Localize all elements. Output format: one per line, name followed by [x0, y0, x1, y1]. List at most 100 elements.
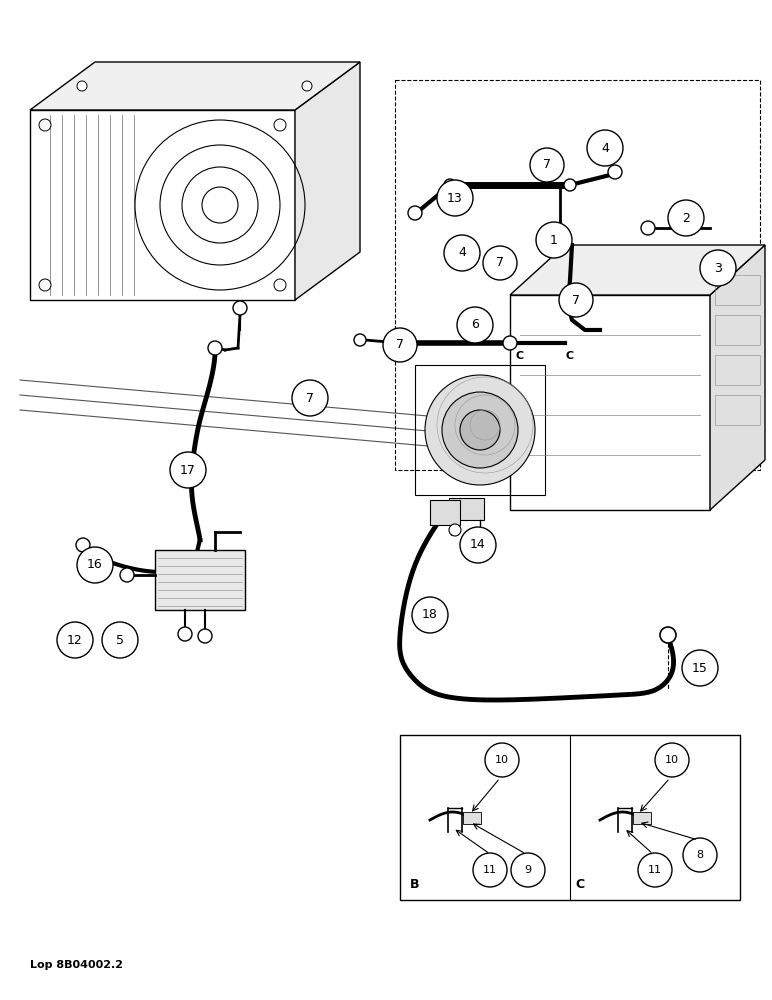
- Circle shape: [442, 392, 518, 468]
- Polygon shape: [30, 62, 360, 110]
- Text: Lop 8B04002.2: Lop 8B04002.2: [30, 960, 123, 970]
- Circle shape: [383, 328, 417, 362]
- Circle shape: [503, 336, 517, 350]
- Circle shape: [39, 279, 51, 291]
- Text: 11: 11: [648, 865, 662, 875]
- Circle shape: [170, 452, 206, 488]
- Text: 10: 10: [665, 755, 679, 765]
- Text: 7: 7: [572, 294, 580, 306]
- Circle shape: [704, 262, 716, 274]
- Text: 4: 4: [601, 141, 609, 154]
- Circle shape: [393, 336, 407, 350]
- Text: 10: 10: [495, 755, 509, 765]
- Text: 9: 9: [524, 865, 532, 875]
- Text: 15: 15: [692, 662, 708, 674]
- Text: 3: 3: [714, 261, 722, 274]
- Circle shape: [682, 650, 718, 686]
- Circle shape: [668, 200, 704, 236]
- Text: 17: 17: [180, 464, 196, 477]
- Circle shape: [437, 180, 473, 216]
- Circle shape: [120, 568, 134, 582]
- Bar: [155, 550, 245, 610]
- Text: 7: 7: [396, 338, 404, 352]
- Text: 1: 1: [550, 233, 558, 246]
- Circle shape: [608, 165, 622, 179]
- Polygon shape: [295, 62, 360, 300]
- Bar: [633, 812, 651, 824]
- Circle shape: [233, 301, 247, 315]
- Circle shape: [198, 629, 212, 643]
- Bar: [715, 275, 760, 305]
- Text: C: C: [566, 351, 574, 361]
- Text: 7: 7: [306, 391, 314, 404]
- Circle shape: [460, 527, 496, 563]
- Circle shape: [444, 179, 456, 191]
- Circle shape: [511, 853, 545, 887]
- Text: 18: 18: [422, 608, 438, 621]
- Text: C: C: [575, 879, 584, 892]
- Bar: [463, 812, 481, 824]
- Circle shape: [302, 81, 312, 91]
- Circle shape: [700, 250, 736, 286]
- Circle shape: [412, 597, 448, 633]
- Bar: [395, 80, 760, 470]
- Circle shape: [292, 380, 328, 416]
- Text: 12: 12: [67, 634, 83, 647]
- Bar: [715, 395, 760, 425]
- Circle shape: [76, 538, 90, 552]
- Bar: [715, 355, 760, 385]
- Circle shape: [638, 853, 672, 887]
- Circle shape: [408, 206, 422, 220]
- Text: 4: 4: [458, 246, 466, 259]
- Circle shape: [683, 838, 717, 872]
- Text: 7: 7: [496, 256, 504, 269]
- Circle shape: [536, 222, 572, 258]
- Circle shape: [485, 743, 519, 777]
- Circle shape: [274, 119, 286, 131]
- Circle shape: [564, 179, 576, 191]
- Text: 16: 16: [87, 558, 103, 572]
- Text: 13: 13: [447, 192, 463, 205]
- Text: 7: 7: [543, 158, 551, 172]
- Circle shape: [425, 375, 535, 485]
- Text: C: C: [516, 351, 524, 361]
- Bar: [715, 315, 760, 345]
- Text: 8: 8: [696, 850, 703, 860]
- Text: 6: 6: [471, 318, 479, 332]
- Circle shape: [354, 334, 366, 346]
- Text: 5: 5: [116, 634, 124, 647]
- Polygon shape: [710, 245, 765, 510]
- Bar: [430, 500, 460, 525]
- Circle shape: [559, 283, 593, 317]
- Circle shape: [77, 547, 113, 583]
- Circle shape: [587, 130, 623, 166]
- Circle shape: [460, 410, 500, 450]
- Circle shape: [641, 221, 655, 235]
- Circle shape: [449, 524, 461, 536]
- Text: 2: 2: [682, 212, 690, 225]
- Circle shape: [102, 622, 138, 658]
- Circle shape: [57, 622, 93, 658]
- Circle shape: [178, 627, 192, 641]
- Text: 11: 11: [483, 865, 497, 875]
- Circle shape: [483, 246, 517, 280]
- Circle shape: [444, 235, 480, 271]
- Bar: [449, 498, 484, 520]
- Text: 14: 14: [470, 538, 486, 552]
- Bar: [400, 735, 740, 900]
- Text: B: B: [410, 879, 420, 892]
- Circle shape: [530, 148, 564, 182]
- Polygon shape: [510, 245, 765, 295]
- Circle shape: [660, 627, 676, 643]
- Bar: [415, 365, 545, 495]
- Circle shape: [457, 307, 493, 343]
- Circle shape: [473, 853, 507, 887]
- Polygon shape: [30, 110, 295, 300]
- Circle shape: [655, 743, 689, 777]
- Polygon shape: [510, 295, 710, 510]
- Text: B: B: [396, 351, 405, 361]
- Circle shape: [77, 81, 87, 91]
- Circle shape: [208, 341, 222, 355]
- Circle shape: [274, 279, 286, 291]
- Circle shape: [39, 119, 51, 131]
